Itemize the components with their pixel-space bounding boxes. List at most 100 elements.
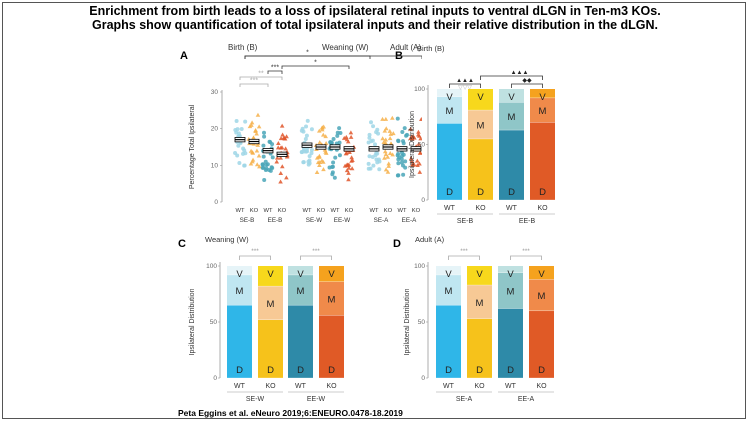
bar-segment-m <box>498 272 523 309</box>
y-tick-label: 30 <box>211 89 219 96</box>
data-point-circle <box>234 118 239 123</box>
data-point-triangle <box>380 136 385 141</box>
segment-label: V <box>297 269 304 280</box>
bar-segment-v <box>258 266 283 287</box>
data-point-triangle <box>279 123 285 128</box>
data-point-circle <box>335 130 340 135</box>
bar-segment-m <box>499 102 524 131</box>
data-point-triangle <box>316 128 322 133</box>
data-point-circle <box>267 167 272 172</box>
x-tick-label: WT <box>235 208 244 214</box>
bar-segment-m <box>529 279 554 311</box>
segment-label: V <box>267 269 274 280</box>
x-tick-label: WT <box>263 208 272 214</box>
data-point-circle <box>309 148 314 153</box>
significance-label: ◆◆ <box>522 78 532 84</box>
data-point-triangle <box>380 116 385 121</box>
y-tick-label: 0 <box>213 375 217 382</box>
x-tick-label: WT <box>444 205 456 212</box>
bar-segment-m <box>227 274 252 306</box>
data-point-circle <box>330 164 335 169</box>
data-point-triangle <box>387 150 393 155</box>
data-point-circle <box>267 139 272 144</box>
data-point-circle <box>235 127 240 132</box>
data-point-triangle <box>408 126 413 131</box>
bar-segment-d <box>467 318 492 378</box>
data-point-triangle <box>314 170 320 175</box>
data-point-circle <box>337 126 342 131</box>
y-tick-label: 100 <box>414 263 425 270</box>
segment-label: V <box>476 269 483 280</box>
x-tick-label: KO <box>537 205 548 212</box>
significance-bracket <box>300 255 332 260</box>
data-point-triangle <box>251 135 256 140</box>
data-point-triangle <box>390 115 395 120</box>
x-tick-label: KO <box>278 208 287 214</box>
significance-label: *** <box>250 78 258 85</box>
data-point-circle <box>306 159 311 164</box>
data-point-circle <box>367 132 372 137</box>
x-tick-label: KO <box>474 383 485 390</box>
x-tick-label: WT <box>369 208 378 214</box>
significance-bracket <box>511 83 543 88</box>
housing-label: EE-A <box>402 217 417 224</box>
data-point-circle <box>366 166 371 171</box>
bar-segment-v <box>530 89 555 98</box>
significance-label: * <box>306 50 309 57</box>
segment-label: M <box>538 291 546 302</box>
data-point-circle <box>309 151 314 156</box>
data-point-triangle <box>345 139 351 144</box>
data-point-triangle <box>416 141 422 146</box>
data-point-triangle <box>322 147 328 152</box>
bar-segment-d <box>499 130 524 200</box>
data-point-triangle <box>282 136 287 141</box>
data-point-circle <box>263 167 268 172</box>
data-point-triangle <box>349 158 354 163</box>
bar-segment-v <box>436 266 461 275</box>
x-tick-label: KO <box>475 205 486 212</box>
data-point-circle <box>333 155 338 160</box>
data-point-circle <box>376 131 381 136</box>
segment-label: V <box>236 269 243 280</box>
data-point-triangle <box>347 149 352 154</box>
bar-segment-m <box>437 96 462 124</box>
data-point-circle <box>270 142 275 147</box>
y-tick-label: 0 <box>214 199 218 206</box>
significance-label: ▲▲▲ <box>511 70 529 76</box>
y-tick-label: 0 <box>421 197 425 204</box>
data-point-circle <box>242 163 247 168</box>
data-point-circle <box>404 133 409 138</box>
panel-subtitle: Weaning (W) <box>205 235 249 244</box>
data-point-triangle <box>249 120 255 125</box>
data-point-circle <box>396 161 401 166</box>
data-point-triangle <box>254 148 260 153</box>
significance-label: ** <box>258 71 264 78</box>
panel-c-letter: C <box>178 238 186 250</box>
segment-label: V <box>508 92 515 103</box>
data-point-circle <box>374 157 379 162</box>
data-point-triangle <box>346 177 351 182</box>
data-point-triangle <box>283 146 288 151</box>
housing-label: EE-A <box>518 396 535 403</box>
y-tick-label: 0 <box>421 375 425 382</box>
data-point-triangle <box>284 175 289 180</box>
bar-segment-m <box>319 281 344 316</box>
data-point-circle <box>237 161 242 166</box>
significance-bracket <box>449 83 481 88</box>
x-tick-label: KO <box>345 208 354 214</box>
data-point-circle <box>262 177 267 182</box>
segment-label: D <box>508 187 515 198</box>
data-point-triangle <box>349 166 355 171</box>
x-tick-label: KO <box>317 208 326 214</box>
data-point-triangle <box>349 155 354 160</box>
data-point-circle <box>241 151 246 156</box>
data-point-circle <box>332 175 337 180</box>
bar-segment-v <box>468 89 493 111</box>
data-point-triangle <box>250 159 255 164</box>
segment-label: D <box>267 365 274 376</box>
bar-segment-d <box>498 308 523 378</box>
data-point-circle <box>329 141 334 146</box>
data-point-circle <box>303 137 308 142</box>
citation: Peta Eggins et al. eNeuro 2019;6:ENEURO.… <box>178 408 403 418</box>
data-point-circle <box>305 149 310 154</box>
